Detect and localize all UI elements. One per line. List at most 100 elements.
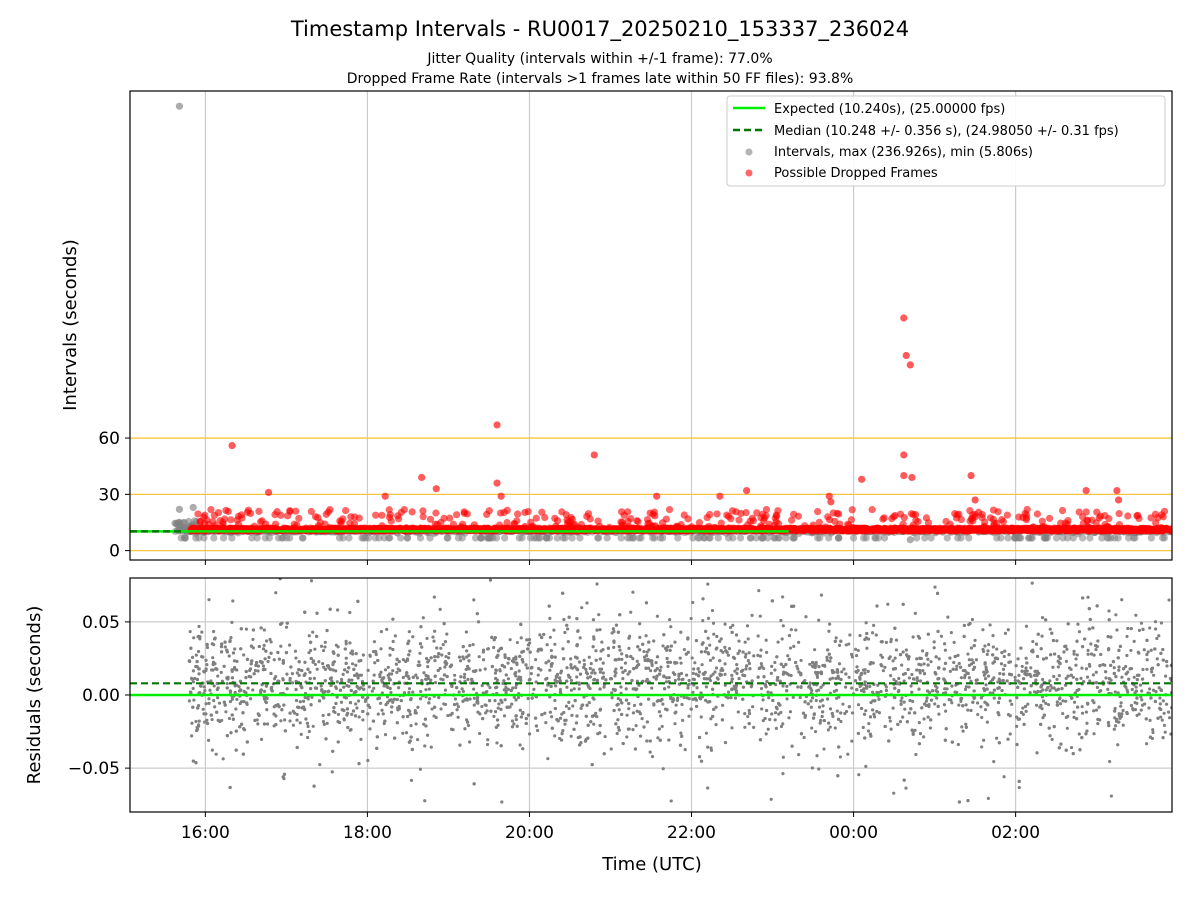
interval-outlier-point bbox=[907, 536, 914, 543]
dropped-frame-outlier-point bbox=[591, 451, 598, 458]
dropped-frame-point bbox=[326, 506, 333, 513]
dropped-frame-point bbox=[513, 517, 520, 524]
interval-point bbox=[501, 534, 508, 541]
interval-point bbox=[595, 534, 602, 541]
dropped-frame-point bbox=[977, 526, 984, 533]
dropped-frame-point bbox=[824, 513, 831, 520]
residual-point bbox=[1141, 668, 1144, 671]
dropped-frame-point bbox=[571, 521, 578, 528]
dropped-frame-point bbox=[979, 511, 986, 518]
interval-point bbox=[872, 534, 879, 541]
dropped-frame-point bbox=[563, 516, 570, 523]
dropped-frame-point bbox=[688, 523, 695, 530]
dropped-frame-outlier-point bbox=[1113, 487, 1120, 494]
legend-expected-label: Expected (10.240s), (25.00000 fps) bbox=[774, 102, 1005, 117]
residual-point bbox=[744, 655, 747, 658]
dropped-frame-point bbox=[255, 508, 262, 515]
dropped-frame-point bbox=[1096, 524, 1103, 531]
dropped-frame-point bbox=[315, 522, 322, 529]
dropped-frame-outlier-point bbox=[493, 479, 500, 486]
dropped-frame-point bbox=[503, 519, 510, 526]
dropped-frame-point bbox=[650, 523, 657, 530]
dropped-frame-outlier-point bbox=[1115, 496, 1122, 503]
dropped-frame-outlier-point bbox=[908, 474, 915, 481]
dropped-frame-outlier-point bbox=[858, 476, 865, 483]
dropped-frame-point bbox=[696, 519, 703, 526]
dropped-frame-point bbox=[427, 516, 434, 523]
dropped-frame-point bbox=[558, 508, 565, 515]
residual-point bbox=[1164, 731, 1167, 734]
interval-point bbox=[758, 534, 765, 541]
residual-point bbox=[208, 689, 211, 692]
dropped-frame-point bbox=[1132, 526, 1139, 533]
dropped-frame-point bbox=[881, 526, 888, 533]
residual-point bbox=[1129, 649, 1132, 652]
dropped-frame-point bbox=[706, 511, 713, 518]
dropped-frame-point bbox=[533, 515, 540, 522]
interval-point bbox=[626, 534, 633, 541]
dropped-frame-point bbox=[207, 506, 214, 513]
dropped-frame-point bbox=[763, 506, 770, 513]
residual-point bbox=[915, 657, 918, 660]
chart-subtitle-dropped: Dropped Frame Rate (intervals >1 frames … bbox=[347, 71, 854, 87]
dropped-frame-point bbox=[816, 519, 823, 526]
dropped-frame-point bbox=[500, 509, 507, 516]
dropped-frame-point bbox=[774, 507, 781, 514]
interval-point bbox=[747, 534, 754, 541]
interval-point bbox=[248, 534, 255, 541]
dropped-frame-point bbox=[993, 520, 1000, 527]
dropped-frame-point bbox=[395, 515, 402, 522]
residual-point bbox=[534, 658, 537, 661]
dropped-frame-point bbox=[272, 521, 279, 528]
interval-point bbox=[694, 534, 701, 541]
residual-point bbox=[933, 646, 936, 649]
dropped-frame-point bbox=[897, 511, 904, 518]
interval-point bbox=[381, 534, 388, 541]
legend-dropped-label: Possible Dropped Frames bbox=[774, 166, 938, 181]
residual-point bbox=[585, 601, 588, 604]
interval-point bbox=[835, 534, 842, 541]
dropped-frame-point bbox=[409, 508, 416, 515]
dropped-frame-outlier-point bbox=[900, 451, 907, 458]
residual-point bbox=[926, 716, 929, 719]
dropped-frame-point bbox=[1076, 508, 1083, 515]
intervals-ytick-label: 0 bbox=[109, 542, 120, 562]
interval-point bbox=[554, 534, 561, 541]
dropped-frame-point bbox=[956, 526, 963, 533]
dropped-frame-point bbox=[222, 507, 229, 514]
dropped-frame-point bbox=[347, 513, 354, 520]
dropped-frame-point bbox=[968, 515, 975, 522]
dropped-frame-point bbox=[1022, 525, 1029, 532]
interval-point bbox=[569, 534, 576, 541]
dropped-frame-point bbox=[251, 523, 258, 530]
dropped-frame-point bbox=[758, 524, 765, 531]
chart-title: Timestamp Intervals - RU0017_20250210_15… bbox=[290, 17, 909, 42]
dropped-frame-point bbox=[1015, 513, 1022, 520]
residual-point bbox=[205, 702, 208, 705]
dropped-frame-point bbox=[718, 520, 725, 527]
interval-point bbox=[617, 534, 624, 541]
dropped-frame-point bbox=[819, 526, 826, 533]
interval-point bbox=[1028, 534, 1035, 541]
intervals-ytick-label: 60 bbox=[98, 429, 120, 449]
interval-point bbox=[299, 534, 306, 541]
dropped-frame-point bbox=[814, 508, 821, 515]
residual-point bbox=[453, 678, 456, 681]
dropped-frame-outlier-point bbox=[900, 314, 907, 321]
interval-point bbox=[562, 534, 569, 541]
interval-point bbox=[850, 534, 857, 541]
interval-point bbox=[1005, 534, 1012, 541]
dropped-frame-point bbox=[372, 512, 379, 519]
interval-point bbox=[362, 534, 369, 541]
dropped-frame-point bbox=[713, 510, 720, 517]
chart-subtitle-jitter: Jitter Quality (intervals within +/-1 fr… bbox=[426, 51, 772, 67]
dropped-frame-outlier-point bbox=[972, 496, 979, 503]
dropped-frame-point bbox=[286, 508, 293, 515]
dropped-frame-point bbox=[681, 511, 688, 518]
dropped-frame-point bbox=[666, 506, 673, 513]
dropped-frame-point bbox=[633, 517, 640, 524]
dropped-frame-point bbox=[1143, 526, 1150, 533]
dropped-frame-point bbox=[386, 514, 393, 521]
dropped-frame-outlier-point bbox=[716, 493, 723, 500]
